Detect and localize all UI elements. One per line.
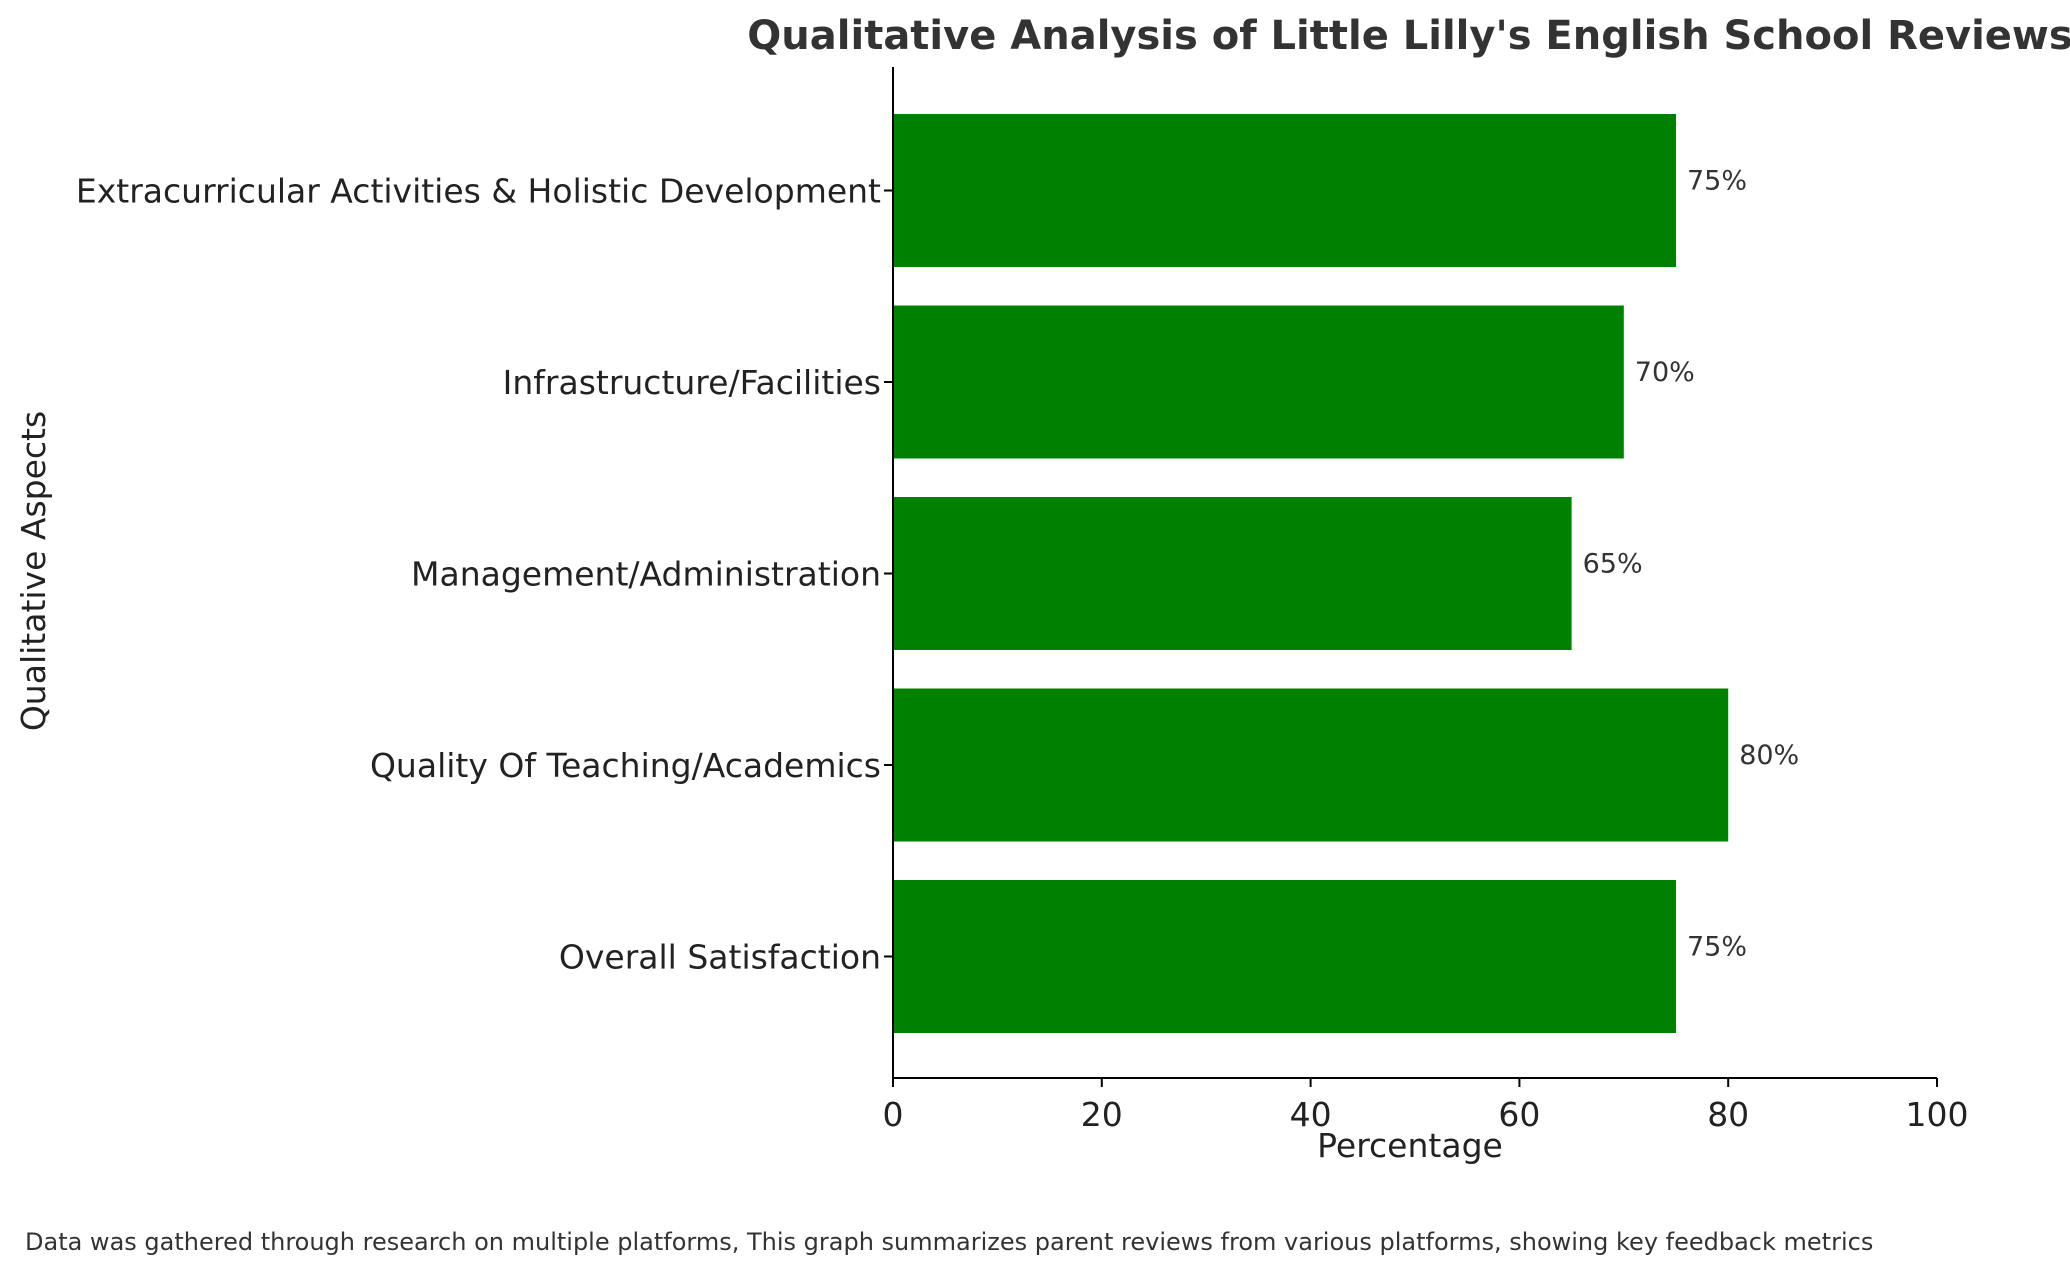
x-tick-label: 100	[1906, 1095, 1969, 1134]
bar-value-label: 65%	[1583, 549, 1643, 580]
axes-layer	[884, 67, 1938, 1087]
chart-title: Qualitative Analysis of Little Lilly's E…	[747, 13, 2070, 59]
bar-value-label: 70%	[1635, 357, 1695, 388]
bars-layer	[893, 114, 1729, 1033]
x-tick-label: 40	[1290, 1095, 1332, 1134]
y-axis-label: Qualitative Aspects	[14, 411, 53, 731]
footnote: Data was gathered through research on mu…	[25, 1228, 1873, 1256]
bar-2	[893, 688, 1729, 842]
bar-value-label: 75%	[1687, 166, 1747, 197]
y-tick-label: Extracurricular Activities & Holistic De…	[76, 172, 881, 211]
bar-value-label: 80%	[1739, 740, 1799, 771]
labels-layer: Overall Satisfaction 75% Quality Of Teachi…	[76, 166, 1969, 1135]
bar-1	[893, 880, 1676, 1033]
x-tick-label: 20	[1081, 1095, 1123, 1134]
y-tick-label: Management/Administration	[411, 555, 881, 594]
y-tick-label: Quality Of Teaching/Academics	[370, 746, 881, 785]
bar-value-label: 75%	[1687, 932, 1747, 963]
bar-4	[893, 305, 1624, 459]
x-tick-label: 60	[1498, 1095, 1540, 1134]
y-tick-label: Infrastructure/Facilities	[503, 363, 881, 402]
bar-3	[893, 497, 1572, 650]
y-tick-label: Overall Satisfaction	[559, 938, 881, 977]
x-axis-label: Percentage	[1317, 1126, 1503, 1165]
bar-5	[893, 114, 1676, 267]
x-tick-label: 0	[883, 1095, 904, 1134]
x-tick-label: 80	[1707, 1095, 1749, 1134]
